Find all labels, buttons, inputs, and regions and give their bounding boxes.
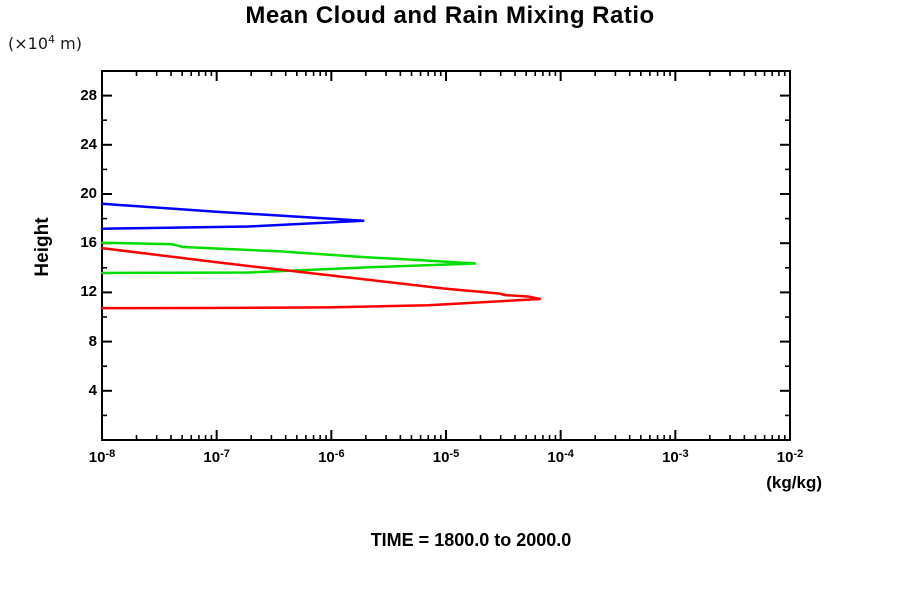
y-tick-label: 20	[80, 185, 97, 202]
x-tick-base: 10	[662, 449, 679, 466]
x-tick-exponent: -7	[220, 448, 230, 460]
x-tick-label: 10-4	[531, 448, 591, 466]
x-axis-unit-label: (kg/kg)	[766, 473, 822, 492]
x-tick-label: 10-8	[72, 448, 132, 466]
x-tick-label: 10-3	[645, 448, 705, 466]
y-tick-label: 8	[88, 332, 97, 350]
x-tick-exponent: -5	[449, 448, 460, 460]
y-axis-unit-label: (×104 m)	[8, 33, 82, 53]
series-green-profile	[100, 241, 477, 275]
x-tick-base: 10	[88, 449, 106, 466]
x-tick-label: 10-5	[416, 448, 476, 466]
chart-title: Mean Cloud and Rain Mixing Ratio	[245, 2, 655, 29]
series-blue-profile	[100, 202, 365, 230]
y-tick-label: 28	[80, 86, 97, 104]
y-axis-unit-suffix: m)	[55, 34, 82, 53]
x-tick-exponent: -2	[793, 448, 804, 460]
x-tick-base: 10	[203, 449, 221, 466]
x-tick-base: 10	[432, 449, 450, 466]
x-tick-label: 10-7	[187, 448, 247, 466]
y-tick-label: 16	[80, 234, 97, 252]
y-axis-unit-exponent: 4	[48, 33, 56, 46]
x-tick-label: 10-2	[760, 448, 820, 466]
y-tick-label: 24	[80, 135, 97, 153]
x-tick-exponent: -3	[678, 448, 689, 460]
x-tick-exponent: -6	[334, 448, 345, 460]
x-tick-base: 10	[318, 449, 335, 466]
x-tick-base: 10	[547, 449, 565, 466]
series-red-profile	[100, 246, 542, 310]
x-tick-exponent: -4	[564, 448, 574, 460]
y-tick-label: 12	[80, 283, 97, 301]
x-tick-base: 10	[776, 449, 794, 466]
y-tick-label: 4	[88, 381, 97, 399]
axis-frame	[101, 70, 791, 441]
y-axis-unit-prefix: (×10	[8, 34, 49, 53]
x-tick-label: 10-6	[301, 448, 361, 466]
x-tick-exponent: -8	[105, 448, 116, 460]
time-caption: TIME = 1800.0 to 2000.0	[370, 530, 572, 550]
